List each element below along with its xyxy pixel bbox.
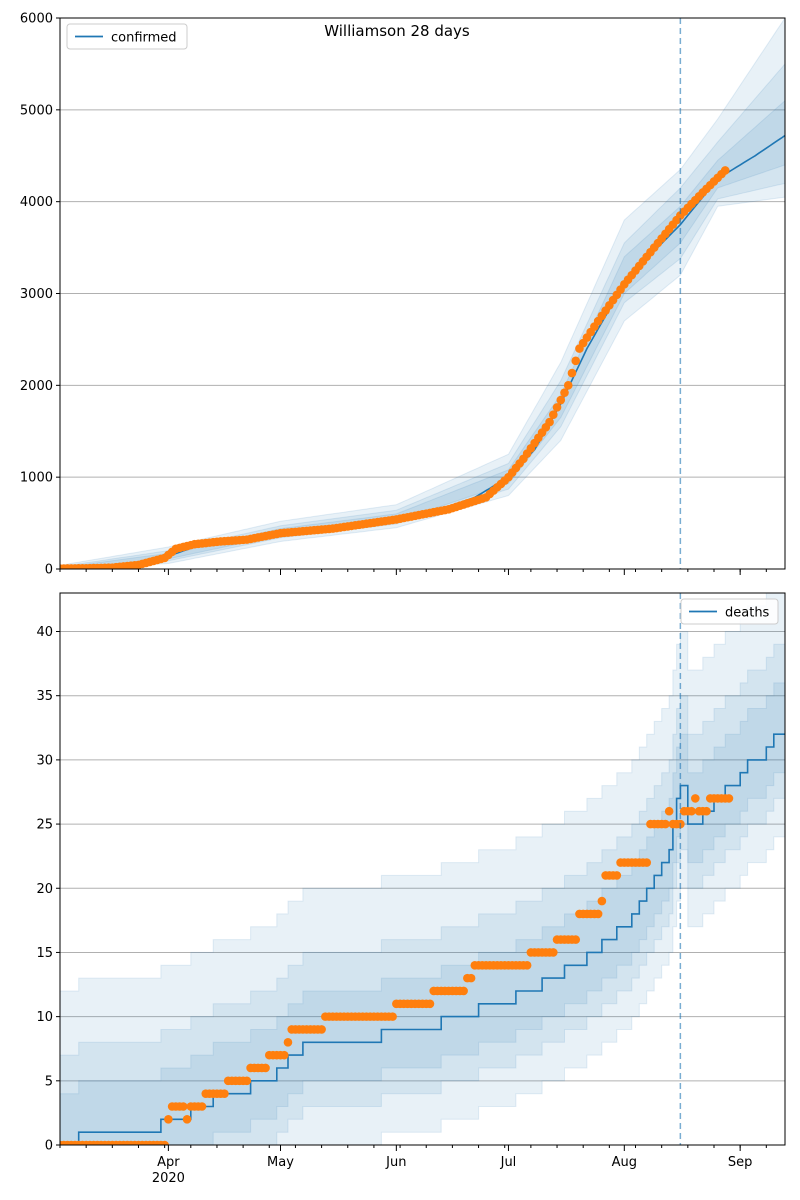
y-tick-label: 6000 [20,12,53,27]
observed-point [597,896,607,906]
legend: confirmed [66,23,188,50]
observed-point [556,395,566,405]
observed-point [548,410,558,420]
y-tick-label: 3000 [20,287,53,302]
observed-point [560,388,569,397]
observed-point [261,1063,270,1073]
y-tick-label: 2000 [20,379,53,394]
observed-point [179,1102,188,1111]
observed-point [571,935,581,944]
observed-point [593,909,603,919]
observed-point [571,356,581,366]
legend-box [66,23,188,50]
observed-point [459,986,468,996]
y-tick-label: 25 [36,818,53,833]
y-tick-label: 20 [36,882,53,897]
observed-point [563,381,573,390]
y-tick-label: 0 [45,563,53,578]
observed-point [466,973,476,983]
observed-point [552,403,562,412]
y-tick-label: 10 [36,1010,53,1025]
observed-point [612,871,622,880]
confirmed-panel: 0 1000 2000 3000 4000 5000 6000 confirmed [20,12,786,578]
y-tick-label: 40 [36,625,53,640]
observed-point [548,948,558,957]
y-tick-label: 1000 [20,471,53,486]
observed-point [425,999,435,1009]
confidence-band [60,643,785,1145]
confidence-band [60,18,785,569]
plot-frame [59,592,786,1146]
observed-point [197,1102,207,1111]
x-tick-label: Jul [500,1155,517,1170]
observed-point [242,1076,252,1086]
observed-point [661,819,670,829]
x-tick-label: Sep [728,1155,753,1170]
y-tick-label: 4000 [20,195,53,210]
y-tick-label: 30 [36,753,53,768]
observed-point [388,1012,397,1021]
legend-label: deaths [725,606,770,621]
observed-point [545,417,554,427]
observed-point [687,806,696,816]
observed-point [279,1050,289,1060]
y-tick-label: 5 [45,1074,53,1089]
y-tick-label: 35 [36,689,53,704]
observed-point [182,1115,192,1124]
x-tick-label: Apr [157,1155,180,1170]
legend: deaths [680,598,779,625]
observed-point [664,806,674,816]
confidence-band [60,593,785,1145]
observed-point [317,1025,326,1034]
y-tick-label: 0 [45,1139,53,1154]
observed-point [522,960,532,970]
observed-point [724,794,734,803]
legend-box [680,598,779,625]
x-tick-label: Aug [612,1155,637,1170]
plot-area [60,593,785,1145]
y-tick-label: 15 [36,946,53,961]
observed-point [567,368,577,378]
observed-point [642,858,652,867]
observed-point [720,166,730,175]
x-tick-sublabel: 2020 [152,1171,185,1186]
x-tick-label: May [267,1155,294,1170]
observed-point [164,1115,173,1124]
legend-label: confirmed [111,31,177,46]
y-tick-label: 5000 [20,103,53,118]
observed-point [160,1140,169,1145]
observed-point [220,1089,229,1098]
observed-point [691,794,700,803]
observed-point [283,1038,293,1047]
x-tick-label: Jun [385,1155,406,1170]
plot-area [60,18,785,569]
chart-title: Williamson 28 days [324,22,470,40]
observed-point [702,806,711,816]
